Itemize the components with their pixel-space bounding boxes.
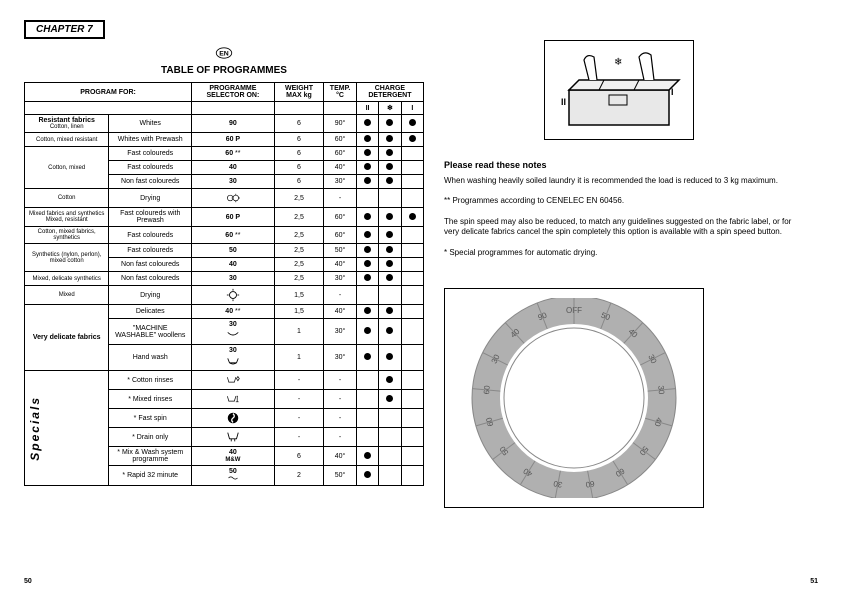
language-icon: EN bbox=[24, 47, 424, 61]
note-text: * Special programmes for automatic dryin… bbox=[444, 248, 794, 258]
svg-text:II: II bbox=[561, 97, 566, 107]
drying-icon bbox=[192, 189, 275, 208]
drain-icon bbox=[192, 428, 275, 447]
programmes-table: PROGRAM FOR: PROGRAMME SELECTOR ON: WEIG… bbox=[24, 82, 424, 486]
th-col-ii: II bbox=[356, 102, 378, 115]
table-row: Mixed, delicate synthetics Non fast colo… bbox=[25, 272, 424, 286]
rinse-icon bbox=[192, 371, 275, 390]
table-row: Cotton, mixed resistant Whites with Prew… bbox=[25, 133, 424, 147]
rinse-icon bbox=[192, 390, 275, 409]
note-text: The spin speed may also be reduced, to m… bbox=[444, 217, 794, 238]
detergent-drawer-illustration: ❄ II I bbox=[544, 40, 694, 140]
note-text: ** Programmes according to CENELEC EN 60… bbox=[444, 196, 794, 206]
drying-icon bbox=[192, 286, 275, 305]
table-row: Specials * Cotton rinses -- bbox=[25, 371, 424, 390]
programme-dial-illustration: OFF50403030405060603040506060304090 bbox=[444, 288, 704, 508]
th-temp: TEMP. °C bbox=[324, 83, 357, 102]
page-title: TABLE OF PROGRAMMES bbox=[24, 65, 424, 76]
table-row: Very delicate fabrics Delicates 40 ** 1,… bbox=[25, 305, 424, 319]
th-weight: WEIGHT MAX kg bbox=[274, 83, 323, 102]
th-detergent: CHARGE DETERGENT bbox=[356, 83, 423, 102]
page-number-right: 51 bbox=[810, 578, 818, 585]
th-program-for: PROGRAM FOR: bbox=[25, 83, 192, 102]
table-row: Synthetics (nylon, perlon), mixed cotton… bbox=[25, 244, 424, 258]
table-row: Resistant fabricsCotton, linen Whites 90… bbox=[25, 115, 424, 133]
svg-text:❄: ❄ bbox=[614, 57, 622, 68]
table-row: Mixed Drying 1,5- bbox=[25, 286, 424, 305]
th-col-i: I bbox=[401, 102, 423, 115]
th-col-snow: ❄ bbox=[379, 102, 401, 115]
spin-icon bbox=[192, 409, 275, 428]
table-row: Cotton Drying 2,5- bbox=[25, 189, 424, 208]
table-row: Mixed fabrics and synthetics Mixed, resi… bbox=[25, 208, 424, 227]
chapter-label: CHAPTER 7 bbox=[24, 20, 105, 39]
svg-text:EN: EN bbox=[219, 51, 229, 58]
svg-text:I: I bbox=[671, 87, 674, 97]
table-row: Cotton, mixed Fast coloureds 60 ** 660° bbox=[25, 147, 424, 161]
note-text: When washing heavily soiled laundry it i… bbox=[444, 176, 794, 186]
th-selector: PROGRAMME SELECTOR ON: bbox=[192, 83, 275, 102]
page-number-left: 50 bbox=[24, 578, 32, 585]
table-row: Cotton, mixed fabrics, synthetics Fast c… bbox=[25, 227, 424, 244]
notes-title: Please read these notes bbox=[444, 160, 794, 170]
